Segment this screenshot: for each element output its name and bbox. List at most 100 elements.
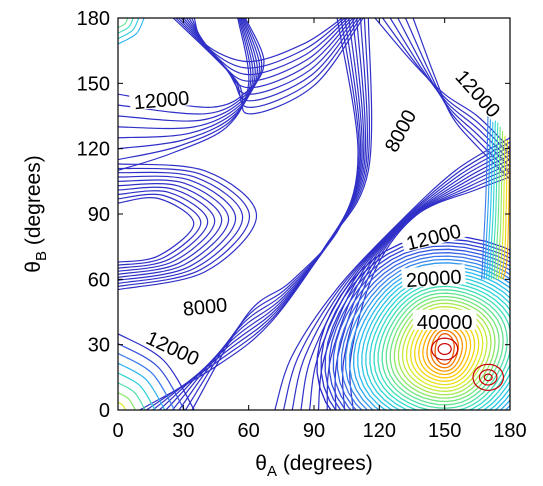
contour-line: [191, 18, 359, 410]
y-tick-label: 180: [77, 8, 110, 30]
contour-line: [118, 18, 252, 161]
contour-line: [118, 18, 256, 139]
contour-label-backing: [401, 264, 466, 289]
contour-line: [495, 131, 504, 280]
contour-line: [118, 18, 259, 130]
contour-line: [369, 279, 510, 410]
contour-line: [118, 197, 195, 263]
contour-line: [430, 337, 459, 361]
y-axis-symbol: θ: [22, 261, 45, 273]
contour-line: [317, 159, 510, 410]
contour-line: [118, 175, 237, 281]
contour-line: [348, 262, 510, 410]
contour-line: [389, 295, 500, 403]
contour-line: [118, 18, 254, 150]
x-tick-label: 30: [172, 420, 194, 442]
contour-line: [361, 272, 510, 410]
contour-line: [300, 150, 510, 410]
contour-line: [118, 362, 166, 410]
contour-line: [118, 18, 145, 45]
y-tick-label: 60: [88, 269, 110, 291]
x-axis-title: θA (degrees): [255, 452, 372, 480]
x-tick-label: 180: [493, 420, 526, 442]
y-tick-label: 0: [99, 400, 110, 422]
y-tick-label: 90: [88, 204, 110, 226]
contour-line: [118, 18, 140, 40]
contour-label-backing: [140, 323, 207, 369]
contour-label: 8000: [182, 294, 229, 321]
contour-line: [118, 333, 195, 410]
contour-line: [118, 18, 134, 34]
x-axis: 0 30 60 90 120 150 180: [112, 18, 527, 442]
contour-label-group: 20000: [401, 264, 466, 292]
contour-line: [316, 235, 510, 410]
contour-line: [118, 382, 146, 410]
contour-line: [373, 282, 510, 410]
contour-label-group: 8000: [377, 102, 421, 158]
contour-line: [118, 183, 223, 275]
contour-label-backing: [377, 102, 420, 158]
contour-line: [437, 342, 452, 356]
contour-line: [490, 122, 499, 280]
contour-label-backing: [412, 309, 477, 330]
contour-line: [483, 109, 492, 280]
contour-line: [118, 167, 251, 288]
x-axis-rest: (degrees): [277, 452, 373, 475]
contour-line: [118, 372, 156, 410]
contour-line: [493, 126, 501, 280]
contour-label-backing: [177, 291, 232, 318]
contour-line: [274, 137, 510, 410]
contour-line: [118, 190, 209, 269]
contour-line: [381, 289, 508, 409]
contour-label-group: 12000: [128, 85, 194, 114]
contour-lines: [118, 18, 510, 410]
y-axis: 0 30 60 90 120 150 180: [77, 8, 510, 422]
contour-line: [481, 105, 489, 280]
contour-line: [500, 139, 508, 280]
contour-line: [326, 163, 510, 410]
contour-line: [118, 352, 176, 410]
contour-line: [328, 245, 510, 410]
contour-line: [118, 18, 263, 115]
contour-line: [118, 163, 258, 291]
contour-line: [118, 18, 250, 171]
contour-line: [472, 363, 505, 392]
x-tick-label: 60: [238, 420, 260, 442]
contour-line: [291, 145, 510, 410]
contour-line: [118, 171, 244, 285]
contour-line: [118, 193, 202, 266]
contour-line: [349, 176, 510, 410]
x-tick-label: 120: [363, 420, 396, 442]
contour-line: [118, 401, 127, 410]
contour-line: [385, 292, 504, 406]
contour-label-backing: [399, 217, 467, 253]
y-axis-rest: (degrees): [22, 155, 45, 251]
x-tick-label: 150: [428, 420, 461, 442]
contour-line: [426, 326, 464, 372]
contour-line: [282, 141, 510, 410]
contour-line: [497, 135, 506, 280]
y-axis-title: θB (degrees): [22, 155, 50, 272]
contour-line: [118, 392, 136, 410]
contour-line: [309, 154, 510, 410]
contour-label-group: 12000: [140, 323, 207, 371]
contour-line: [118, 343, 185, 410]
contour-line: [434, 333, 455, 366]
y-tick-label: 150: [77, 73, 110, 95]
contour-label: 20000: [405, 266, 462, 292]
contour-line: [118, 18, 129, 29]
contour-label-backing: [450, 61, 509, 123]
y-tick-label: 120: [77, 139, 110, 161]
x-axis-symbol: θ: [255, 452, 267, 475]
contour-line: [175, 18, 362, 108]
contour-line: [341, 172, 510, 410]
contour-line: [118, 179, 230, 278]
contour-line: [483, 373, 493, 382]
x-tick-label: 90: [303, 420, 325, 442]
contour-label: 12000: [133, 87, 190, 114]
contour-line: [488, 118, 496, 280]
x-tick-label: 0: [112, 420, 123, 442]
contour-line: [353, 265, 510, 410]
